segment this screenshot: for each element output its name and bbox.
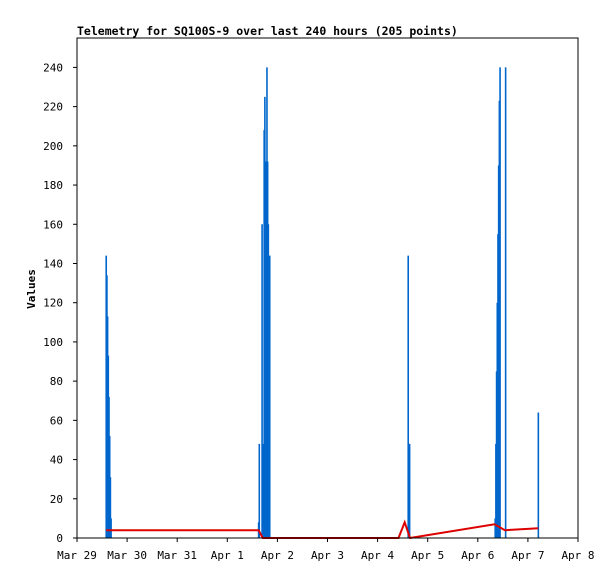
x-tick-label: Apr 1	[211, 549, 244, 562]
x-tick-label: Apr 5	[411, 549, 444, 562]
plot-area: 0 20 40 60 80 100 120 140 160 180 200 220 240 Mar 29 M…	[43, 37, 595, 562]
y-tick-label: 20	[50, 493, 63, 506]
y-tick-label: 120	[43, 297, 63, 310]
y-tick-label: 200	[43, 140, 63, 153]
plot-frame	[76, 37, 579, 539]
y-tick-label: 240	[43, 61, 63, 74]
y-tick-label: 180	[43, 179, 63, 192]
y-tick-label: 160	[43, 218, 63, 231]
y-tick-label: 220	[43, 101, 63, 114]
x-tick-label: Mar 31	[157, 549, 197, 562]
y-tick-label: 60	[50, 414, 63, 427]
y-tick-label: 0	[56, 532, 63, 545]
y-tick-label: 100	[43, 336, 63, 349]
x-tick-label: Apr 3	[311, 549, 344, 562]
y-tick-label: 40	[50, 454, 63, 467]
x-tick-label: Apr 8	[561, 549, 594, 562]
chart-title: Telemetry for SQ100S-9 over last 240 hou…	[77, 24, 458, 38]
x-tick-label: Apr 6	[461, 549, 494, 562]
x-tick-label: Mar 29	[57, 549, 97, 562]
x-tick-label: Mar 30	[107, 549, 147, 562]
x-tick-label: Apr 7	[511, 549, 544, 562]
series-line	[106, 519, 539, 540]
y-tick-label: 80	[50, 375, 63, 388]
x-tick-label: Apr 4	[361, 549, 394, 562]
y-axis-label: Values	[25, 269, 38, 309]
x-tick-label: Apr 2	[261, 549, 294, 562]
y-tick-label: 140	[43, 257, 63, 270]
